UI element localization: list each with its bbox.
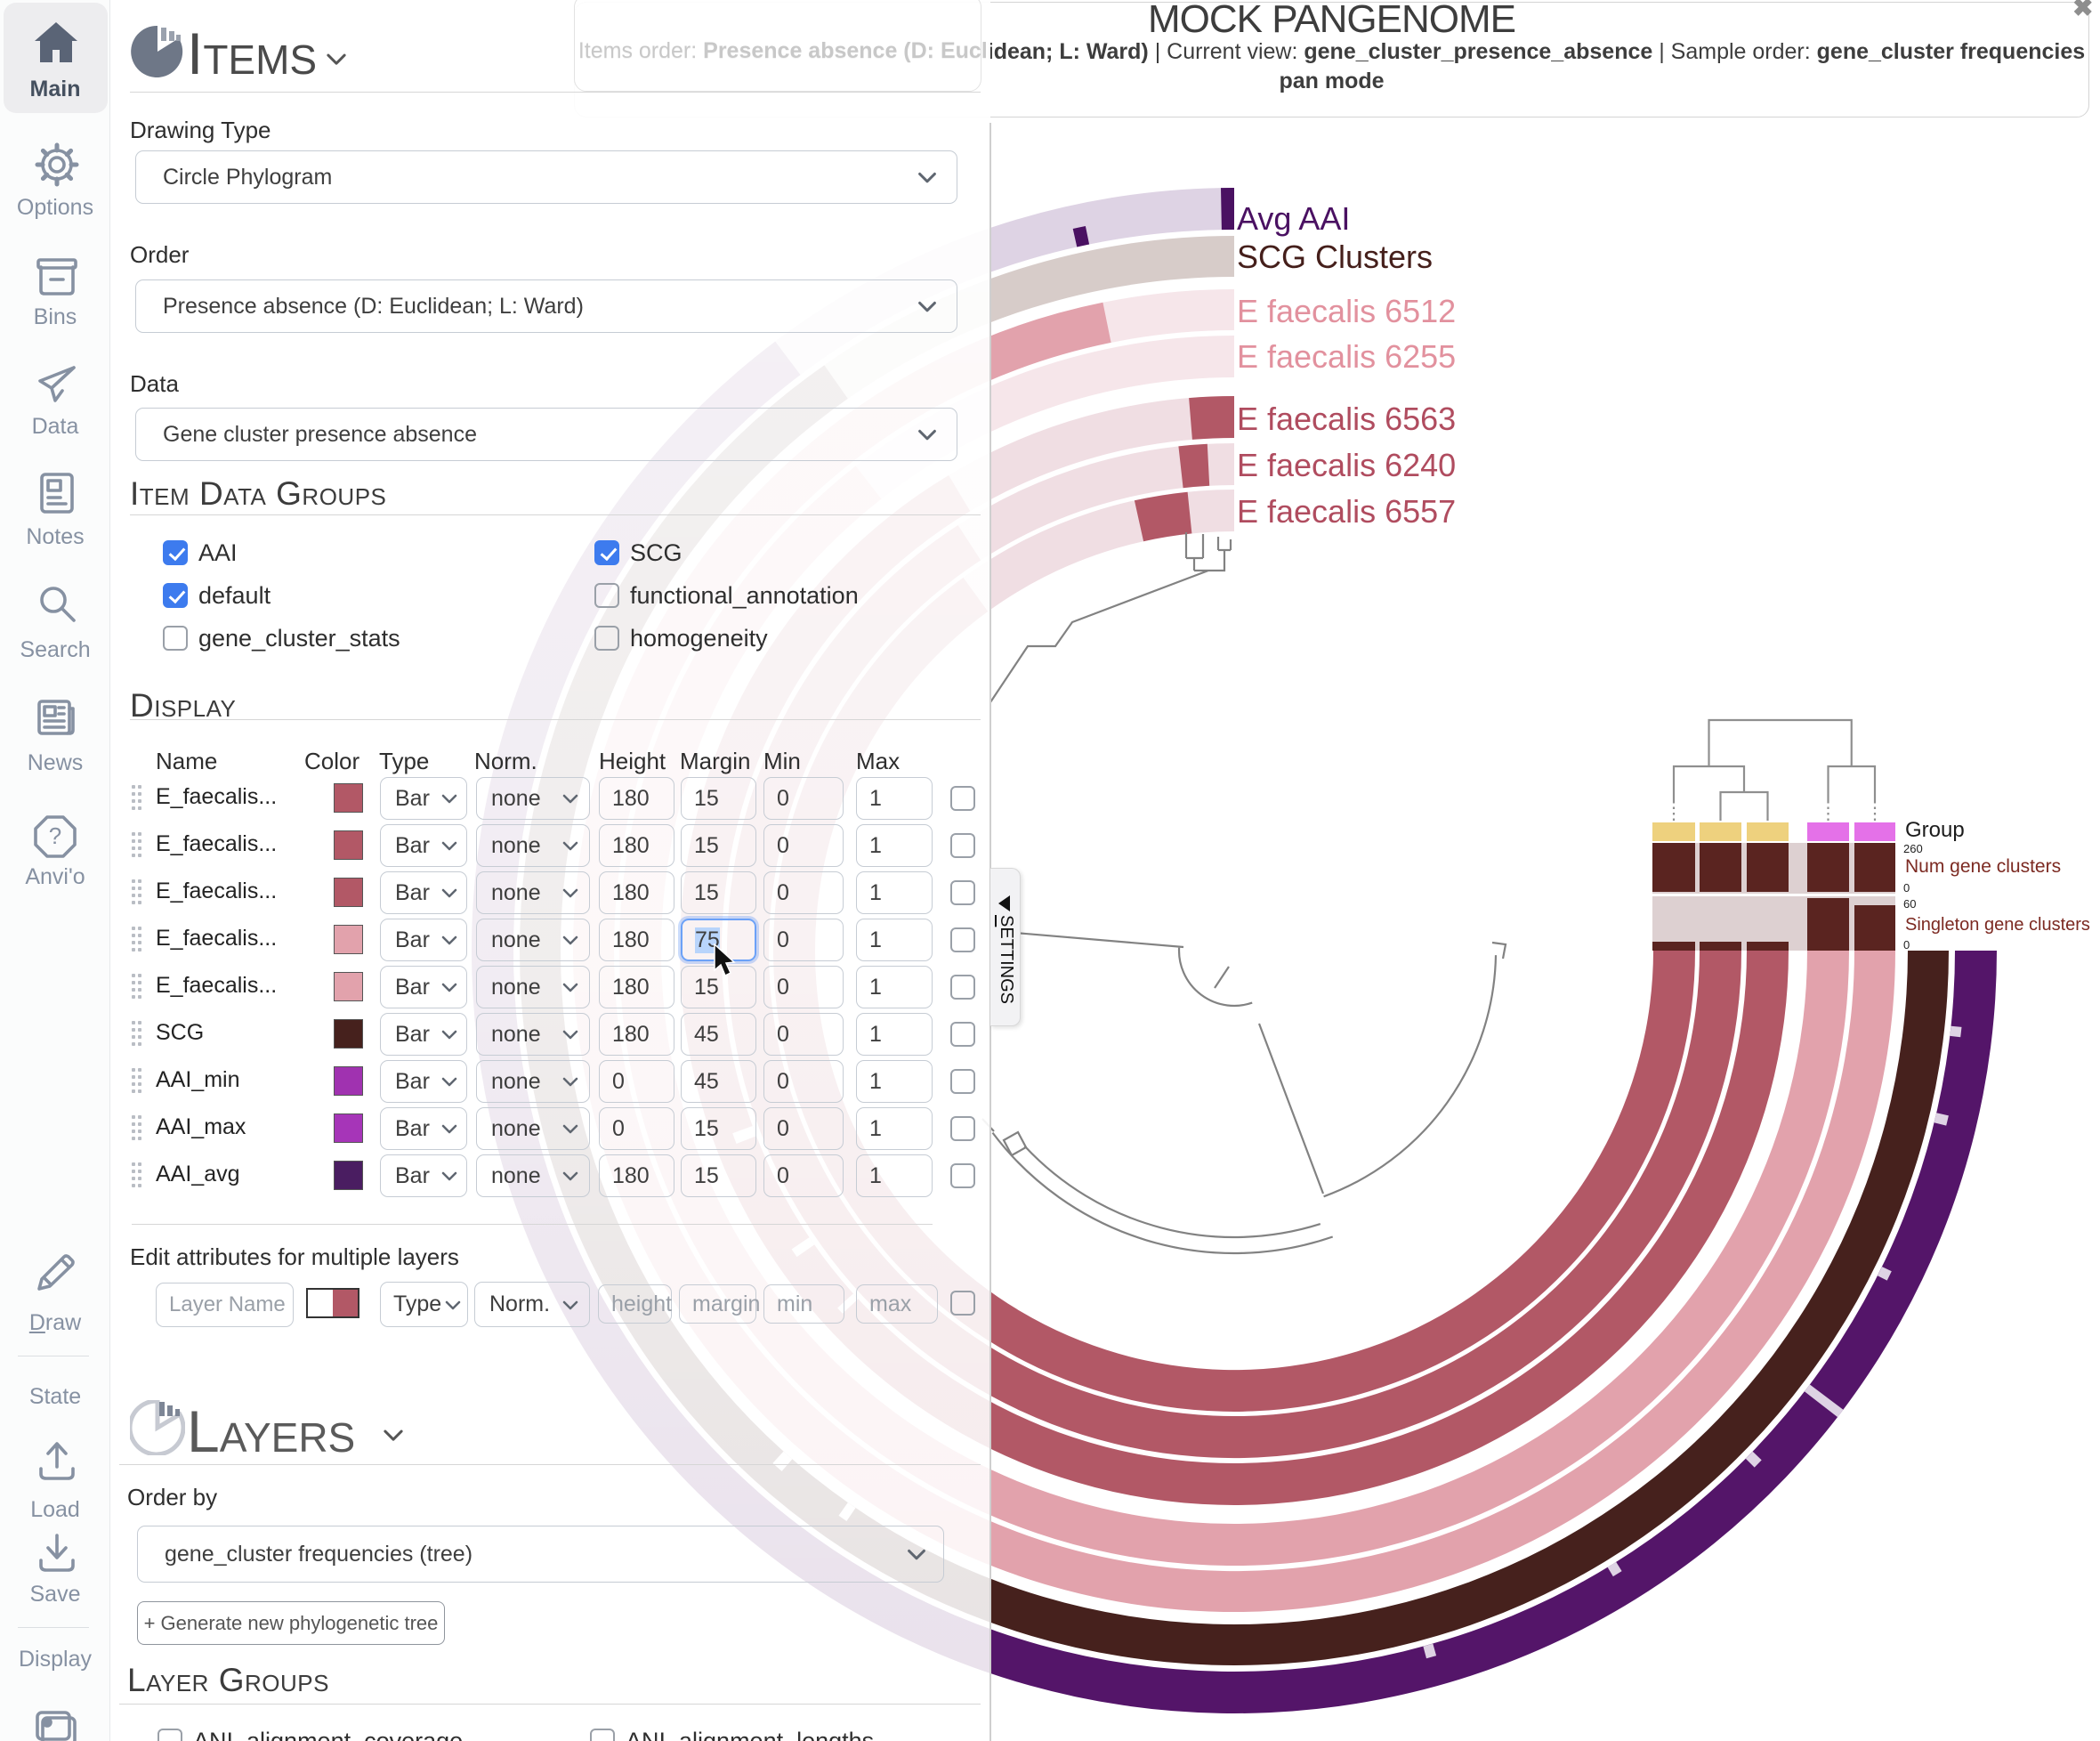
svg-text:Avg AAI: Avg AAI <box>1237 200 1350 237</box>
svg-text:E faecalis 6240: E faecalis 6240 <box>1237 447 1456 483</box>
svg-text:E faecalis 6563: E faecalis 6563 <box>1237 401 1456 437</box>
svg-text:60: 60 <box>1903 897 1916 911</box>
svg-text:E faecalis 6557: E faecalis 6557 <box>1237 493 1456 530</box>
svg-text:?: ? <box>49 822 61 849</box>
svg-text:Group: Group <box>1905 818 1965 842</box>
svg-text:260: 260 <box>1903 842 1923 855</box>
svg-text:0: 0 <box>1903 881 1910 895</box>
svg-text:Singleton gene clusters: Singleton gene clusters <box>1905 915 2090 935</box>
svg-text:SCG Clusters: SCG Clusters <box>1237 239 1433 275</box>
svg-text:0: 0 <box>1903 938 1910 951</box>
svg-text:E faecalis 6512: E faecalis 6512 <box>1237 293 1456 329</box>
svg-text:E faecalis 6255: E faecalis 6255 <box>1237 338 1456 375</box>
svg-text:Num gene clusters: Num gene clusters <box>1905 856 2061 877</box>
